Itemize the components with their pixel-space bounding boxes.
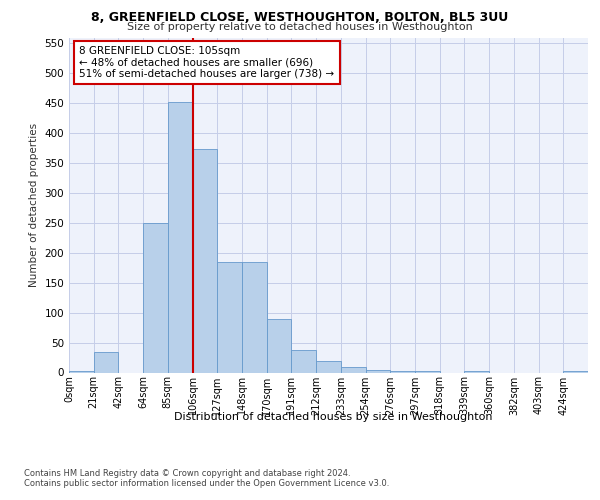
- Bar: [143, 223, 168, 372]
- Bar: [292, 350, 316, 372]
- Bar: [341, 366, 365, 372]
- Text: Contains HM Land Registry data © Crown copyright and database right 2024.: Contains HM Land Registry data © Crown c…: [24, 468, 350, 477]
- Text: Contains public sector information licensed under the Open Government Licence v3: Contains public sector information licen…: [24, 478, 389, 488]
- Bar: [168, 102, 193, 372]
- Text: Size of property relative to detached houses in Westhoughton: Size of property relative to detached ho…: [127, 22, 473, 32]
- Text: Distribution of detached houses by size in Westhoughton: Distribution of detached houses by size …: [174, 412, 492, 422]
- Bar: [242, 262, 267, 372]
- Bar: [316, 360, 341, 372]
- Text: 8 GREENFIELD CLOSE: 105sqm
← 48% of detached houses are smaller (696)
51% of sem: 8 GREENFIELD CLOSE: 105sqm ← 48% of deta…: [79, 46, 335, 79]
- Text: 8, GREENFIELD CLOSE, WESTHOUGHTON, BOLTON, BL5 3UU: 8, GREENFIELD CLOSE, WESTHOUGHTON, BOLTO…: [91, 11, 509, 24]
- Bar: [365, 370, 390, 372]
- Bar: [217, 262, 242, 372]
- Bar: [94, 352, 118, 372]
- Bar: [390, 370, 415, 372]
- Y-axis label: Number of detached properties: Number of detached properties: [29, 123, 39, 287]
- Bar: [193, 150, 217, 372]
- Bar: [267, 318, 292, 372]
